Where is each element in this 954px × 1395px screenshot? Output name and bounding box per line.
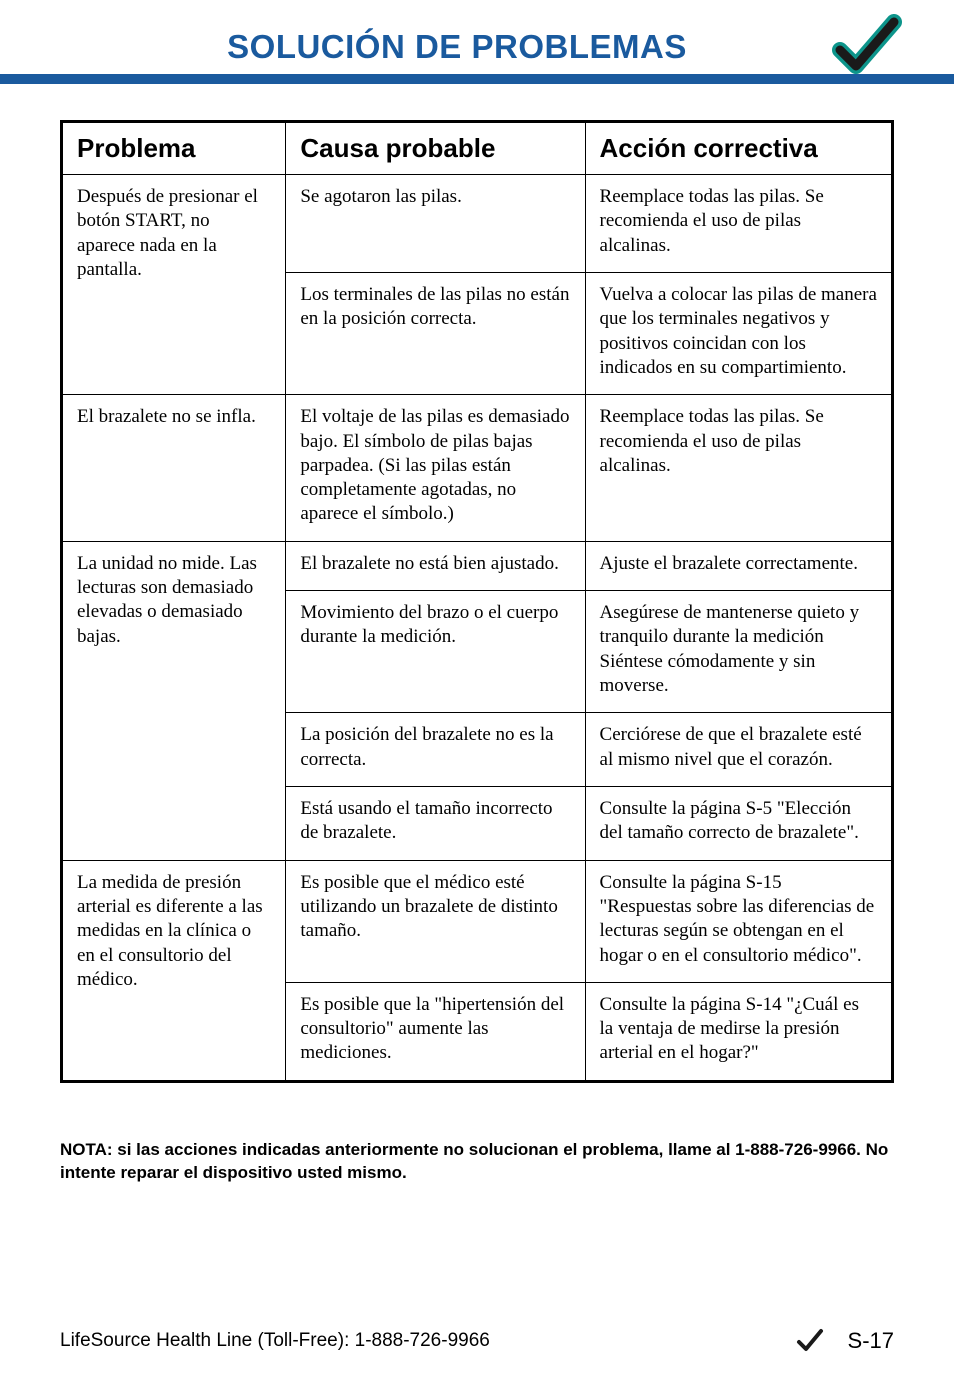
checkmark-icon	[832, 12, 904, 84]
content-area: Problema Causa probable Acción correctiv…	[0, 84, 954, 1185]
cell-problema: La medida de presión arterial es diferen…	[62, 860, 286, 1081]
table-row: La unidad no mide. Las lecturas son dema…	[62, 541, 893, 590]
header: SOLUCIÓN DE PROBLEMAS	[0, 0, 954, 84]
cell-accion: Reemplace todas las pilas. Se recomienda…	[585, 395, 892, 542]
cell-causa: El brazalete no está bien ajustado.	[286, 541, 585, 590]
footer-helpline: LifeSource Health Line (Toll-Free): 1-88…	[60, 1330, 490, 1352]
cell-causa: Se agotaron las pilas.	[286, 175, 585, 273]
table-header-row: Problema Causa probable Acción correctiv…	[62, 122, 893, 175]
cell-causa: El voltaje de las pilas es demasiado baj…	[286, 395, 585, 542]
cell-accion: Ajuste el brazalete correctamente.	[585, 541, 892, 590]
header-accion: Acción correctiva	[585, 122, 892, 175]
table-row: El brazalete no se infla. El voltaje de …	[62, 395, 893, 542]
cell-causa: Los terminales de las pilas no están en …	[286, 272, 585, 394]
cell-accion: Consulte la página S-5 "Elección del tam…	[585, 786, 892, 860]
title-underline-bar	[0, 74, 954, 84]
cell-accion: Reemplace todas las pilas. Se recomienda…	[585, 175, 892, 273]
cell-problema: El brazalete no se infla.	[62, 395, 286, 542]
page-title: SOLUCIÓN DE PROBLEMAS	[0, 28, 954, 66]
cell-problema: Después de presionar el botón START, no …	[62, 175, 286, 395]
table-row: La medida de presión arterial es diferen…	[62, 860, 893, 982]
table-row: Después de presionar el botón START, no …	[62, 175, 893, 273]
cell-causa: Está usando el tamaño incorrecto de braz…	[286, 786, 585, 860]
cell-accion: Consulte la página S-14 "¿Cuál es la ven…	[585, 982, 892, 1081]
cell-causa: La posición del brazalete no es la corre…	[286, 713, 585, 787]
cell-causa: Movimiento del brazo o el cuerpo durante…	[286, 591, 585, 713]
page-number: S-17	[848, 1328, 894, 1354]
header-problema: Problema	[62, 122, 286, 175]
cell-accion: Vuelva a colocar las pilas de manera que…	[585, 272, 892, 394]
cell-accion: Cerciórese de que el brazalete esté al m…	[585, 713, 892, 787]
cell-accion: Consulte la página S-15 "Respuestas sobr…	[585, 860, 892, 982]
troubleshooting-table: Problema Causa probable Acción correctiv…	[60, 120, 894, 1083]
checkmark-icon	[796, 1327, 824, 1355]
note-text: NOTA: si las acciones indicadas anterior…	[60, 1139, 894, 1185]
footer: LifeSource Health Line (Toll-Free): 1-88…	[60, 1327, 894, 1355]
footer-right: S-17	[796, 1327, 894, 1355]
cell-causa: Es posible que el médico esté utilizando…	[286, 860, 585, 982]
cell-accion: Asegúrese de mantenerse quieto y tranqui…	[585, 591, 892, 713]
cell-problema: La unidad no mide. Las lecturas son dema…	[62, 541, 286, 860]
cell-causa: Es posible que la "hipertensión del cons…	[286, 982, 585, 1081]
header-causa: Causa probable	[286, 122, 585, 175]
